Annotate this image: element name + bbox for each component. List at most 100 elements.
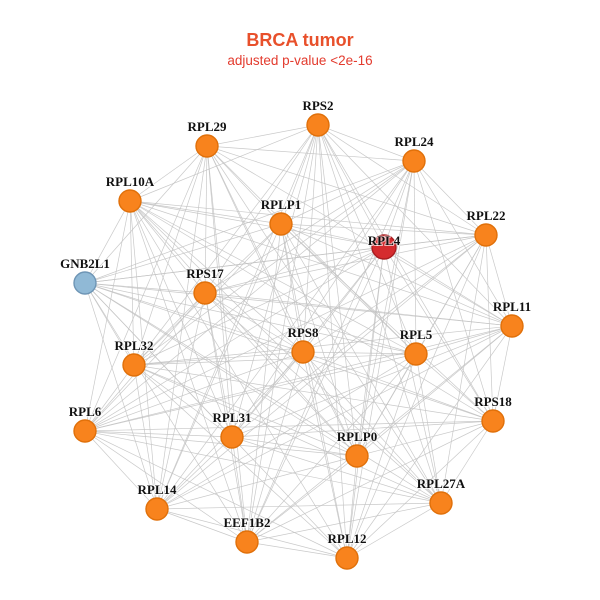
node-RPL6 xyxy=(73,419,97,443)
edge xyxy=(84,325,513,432)
edge xyxy=(84,282,158,510)
edge xyxy=(383,246,513,327)
node-RPL12 xyxy=(335,546,359,570)
edge xyxy=(206,145,233,438)
label-RPLP0: RPLP0 xyxy=(337,429,377,444)
edge xyxy=(129,200,248,543)
edge xyxy=(440,420,494,504)
edge xyxy=(346,502,442,559)
edge xyxy=(302,351,417,355)
node-EEF1B2 xyxy=(235,530,259,554)
edge xyxy=(346,455,358,559)
label-RPS18: RPS18 xyxy=(474,394,512,409)
edge xyxy=(156,502,442,510)
edge xyxy=(231,420,494,438)
edge xyxy=(346,353,417,559)
edge xyxy=(204,292,417,355)
edge xyxy=(206,145,513,327)
edge xyxy=(133,364,233,438)
edge xyxy=(133,246,385,366)
edge xyxy=(356,160,415,457)
node-RPL5 xyxy=(404,342,428,366)
edge xyxy=(302,246,385,353)
edge xyxy=(302,351,442,504)
edge xyxy=(133,325,513,366)
node-RPS18 xyxy=(481,409,505,433)
edge xyxy=(156,436,233,510)
edge xyxy=(206,145,415,162)
edge xyxy=(206,145,417,355)
edge xyxy=(129,200,442,504)
edge xyxy=(485,234,513,327)
edge xyxy=(156,508,248,543)
node-RPL11 xyxy=(500,314,524,338)
edge xyxy=(317,124,358,457)
edge xyxy=(156,145,208,510)
node-RPLP0 xyxy=(345,444,369,468)
edge xyxy=(204,292,513,327)
label-RPL32: RPL32 xyxy=(115,338,154,353)
edge xyxy=(317,124,385,248)
label-RPS2: RPS2 xyxy=(302,98,333,113)
edge xyxy=(280,160,415,225)
edge xyxy=(156,160,415,510)
edge xyxy=(84,246,385,284)
label-RPL11: RPL11 xyxy=(493,299,531,314)
edge xyxy=(206,145,487,236)
edge xyxy=(246,223,282,543)
edge xyxy=(231,436,358,457)
edge xyxy=(413,160,417,355)
edge xyxy=(204,292,248,543)
edge xyxy=(280,223,494,422)
edge xyxy=(129,200,487,236)
edge xyxy=(356,420,494,457)
edge xyxy=(133,364,358,457)
edge xyxy=(246,541,348,559)
edge xyxy=(84,420,494,432)
edge xyxy=(346,325,513,559)
label-RPL29: RPL29 xyxy=(188,119,228,134)
edge xyxy=(133,160,415,366)
edge xyxy=(413,160,513,327)
edge xyxy=(84,246,385,432)
edge xyxy=(156,124,319,510)
edge xyxy=(129,200,233,438)
edge xyxy=(129,200,304,353)
edge xyxy=(129,200,494,422)
label-RPL31: RPL31 xyxy=(213,410,252,425)
edge xyxy=(246,420,494,543)
label-RPS17: RPS17 xyxy=(186,266,224,281)
edge xyxy=(84,351,304,432)
edge xyxy=(280,223,417,355)
edge xyxy=(317,124,487,236)
edge xyxy=(129,200,358,457)
edge xyxy=(204,292,442,504)
edge xyxy=(280,223,442,504)
label-EEF1B2: EEF1B2 xyxy=(224,515,271,530)
node-RPLP1 xyxy=(269,212,293,236)
edge xyxy=(317,124,348,559)
edge xyxy=(206,124,319,147)
edge xyxy=(415,353,494,422)
label-RPL12: RPL12 xyxy=(328,531,367,546)
edge xyxy=(84,282,304,353)
edge xyxy=(280,223,358,457)
edge xyxy=(231,160,415,438)
edge xyxy=(231,436,248,543)
edge xyxy=(204,160,415,294)
edge xyxy=(383,160,415,248)
edge xyxy=(84,353,417,432)
edge xyxy=(129,200,282,225)
edge xyxy=(204,292,358,457)
edge xyxy=(231,351,304,438)
edge xyxy=(156,353,417,510)
edge xyxy=(133,364,494,422)
edge xyxy=(346,420,494,559)
node-RPS17 xyxy=(193,281,217,305)
edge xyxy=(129,200,348,559)
edge xyxy=(84,430,248,543)
edge xyxy=(84,282,417,355)
edge xyxy=(246,160,415,543)
label-RPS8: RPS8 xyxy=(287,325,319,340)
